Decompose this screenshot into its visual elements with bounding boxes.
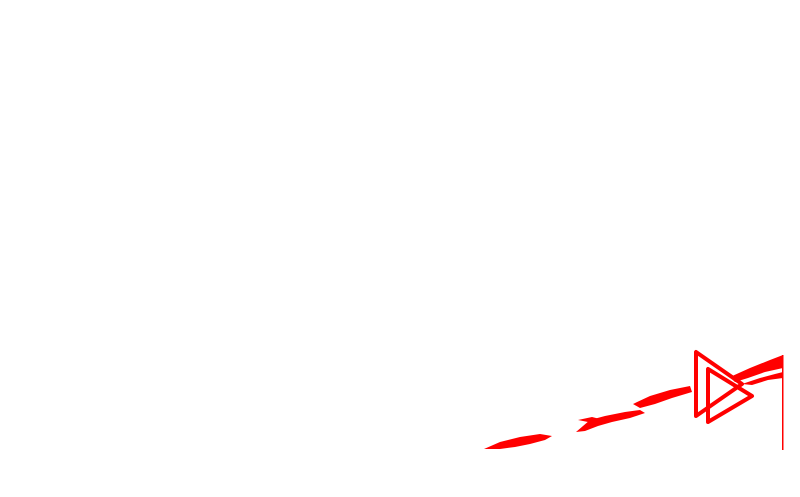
brush-stroke: [576, 410, 645, 432]
play-triangle: [706, 367, 754, 424]
brush-stroke: [730, 355, 783, 382]
edge-line: [782, 355, 784, 450]
brush-stroke: [742, 372, 783, 385]
brush-stroke: [633, 386, 692, 408]
brush-stroke: [484, 434, 552, 449]
brush-strokes: [484, 355, 784, 450]
play-icons: [694, 350, 754, 424]
play-triangle: [694, 350, 744, 418]
brush-stroke: [578, 417, 600, 422]
